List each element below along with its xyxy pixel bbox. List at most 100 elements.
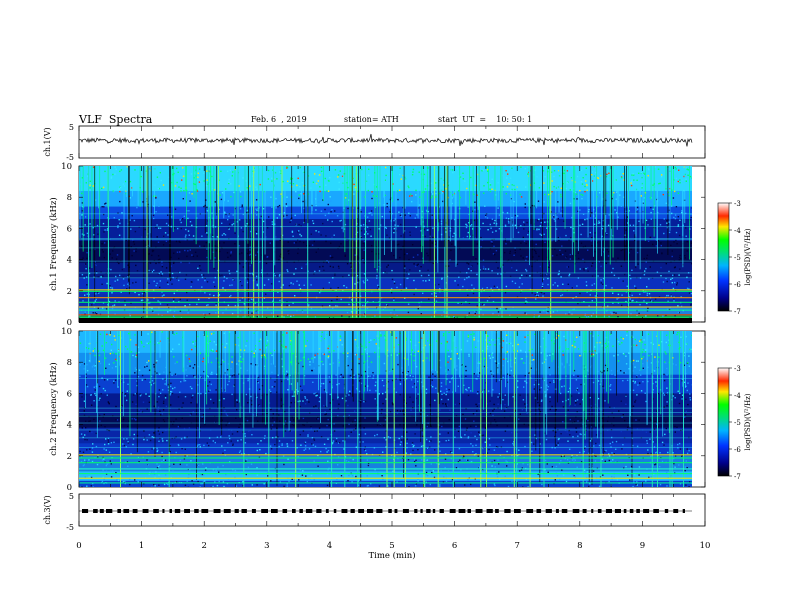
spectrogram-speckle	[366, 226, 369, 228]
spectrogram-speckle	[472, 445, 474, 447]
ch1-spectrogram-image	[79, 166, 692, 322]
spectrogram-speckle	[199, 473, 202, 476]
spectrogram-speckle	[106, 229, 108, 231]
spectrogram-speckle	[208, 444, 210, 447]
spectrogram-speckle	[85, 263, 87, 265]
spectrogram-speckle	[633, 481, 635, 483]
spectrogram-speckle	[298, 197, 300, 200]
spectrogram-speckle	[189, 249, 191, 251]
sferic-streak	[422, 166, 424, 264]
spectrogram-speckle	[672, 393, 674, 395]
spectrogram-speckle	[301, 389, 303, 391]
spectrogram-speckle	[451, 226, 453, 228]
spectrogram-speckle	[203, 474, 205, 476]
spectrogram-speckle	[650, 206, 652, 209]
spectrogram-speckle	[446, 373, 448, 375]
spectrogram-speckle	[678, 256, 681, 259]
spectrogram-speckle	[91, 447, 94, 449]
spectrogram-speckle	[475, 310, 477, 313]
spectrogram-speckle	[392, 470, 394, 473]
spectrogram-speckle	[524, 206, 526, 209]
spectrogram-speckle	[479, 362, 481, 365]
spectrogram-speckle	[660, 242, 662, 244]
spectrogram-speckle	[314, 356, 316, 359]
spectrogram-speckle	[266, 340, 269, 342]
spectrogram-speckle	[166, 281, 169, 284]
spectrogram-speckle	[385, 398, 387, 400]
spectrogram-speckle	[585, 284, 588, 287]
spectrogram-speckle	[329, 363, 331, 365]
spectrogram-speckle	[85, 182, 87, 184]
spectrogram-speckle	[275, 197, 277, 200]
spectrogram-speckle	[281, 358, 283, 360]
spectrogram-speckle	[666, 401, 668, 403]
spectrogram-speckle	[279, 255, 281, 257]
spectrogram-speckle	[363, 282, 365, 284]
spectrogram-speckle	[502, 364, 504, 367]
spectrogram-speckle	[281, 365, 284, 368]
spectrogram-speckle	[212, 485, 214, 487]
spectrogram-speckle	[411, 442, 414, 444]
sferic-line	[446, 166, 448, 322]
spectrogram-speckle	[591, 262, 594, 264]
spectrogram-speckle	[255, 208, 257, 210]
spectrogram-speckle	[481, 287, 484, 290]
spectrogram-speckle	[622, 414, 624, 416]
spectrogram-speckle	[348, 474, 350, 477]
spectrogram-speckle	[637, 384, 639, 386]
spectrogram-speckle	[136, 270, 139, 272]
spectrogram-speckle	[236, 401, 238, 403]
spectrogram-speckle	[408, 258, 410, 261]
spectrogram-speckle	[553, 170, 556, 172]
spectrogram-speckle	[690, 216, 692, 219]
spectrogram-speckle	[556, 333, 558, 335]
spectrogram-speckle	[336, 478, 338, 480]
spectrogram-speckle	[399, 283, 402, 286]
spectrogram-speckle	[596, 177, 599, 179]
spectrogram-speckle	[600, 279, 602, 281]
spectrogram-speckle	[611, 313, 613, 315]
spectrogram-speckle	[351, 299, 353, 301]
spectrogram-speckle	[448, 419, 450, 421]
spectrogram-speckle	[373, 447, 376, 449]
spectrogram-speckle	[209, 407, 211, 410]
spectrogram-speckle	[524, 445, 526, 448]
spectrogram-speckle	[580, 181, 583, 183]
spectrogram-speckle	[381, 215, 383, 218]
spectrogram-speckle	[423, 191, 425, 193]
spectrogram-speckle	[666, 374, 668, 376]
spectrogram-speckle	[194, 251, 197, 253]
spectrogram-speckle	[339, 339, 342, 341]
spectrogram-speckle	[603, 251, 605, 253]
spectrogram-speckle	[462, 285, 464, 288]
spectrogram-speckle	[214, 245, 216, 247]
spectrogram-speckle	[488, 438, 491, 440]
spectrogram-speckle	[607, 255, 610, 257]
spectrogram-speckle	[594, 250, 596, 253]
spectrogram-speckle	[613, 476, 615, 478]
sferic-streak	[91, 166, 93, 268]
ch1-waveform-panel: 5 -5 ch.1(V)	[43, 123, 706, 162]
spectrogram-speckle	[621, 448, 623, 450]
spectrogram-speckle	[303, 207, 305, 210]
spectrogram-speckle	[98, 360, 100, 363]
spectrogram-speckle	[527, 334, 529, 336]
spectrogram-speckle	[598, 192, 601, 194]
spectrogram-speckle	[179, 459, 181, 462]
spectrogram-speckle	[204, 420, 206, 422]
spectrogram-speckle	[157, 465, 160, 468]
spectrogram-speckle	[164, 459, 167, 461]
spectrogram-speckle	[489, 223, 491, 226]
spectrogram-speckle	[148, 253, 150, 255]
spectrogram-speckle	[167, 383, 170, 386]
spectrogram-speckle	[141, 374, 144, 377]
spectrogram-speckle	[211, 212, 213, 214]
spectrogram-speckle	[313, 479, 315, 481]
spectrogram-speckle	[256, 188, 258, 190]
spectrogram-speckle	[438, 441, 441, 443]
spectrogram-speckle	[200, 377, 202, 379]
spectrogram-speckle	[81, 427, 84, 429]
spectrogram-speckle	[218, 242, 221, 244]
spectrogram-speckle	[255, 275, 258, 278]
spectrogram-speckle	[142, 201, 144, 203]
